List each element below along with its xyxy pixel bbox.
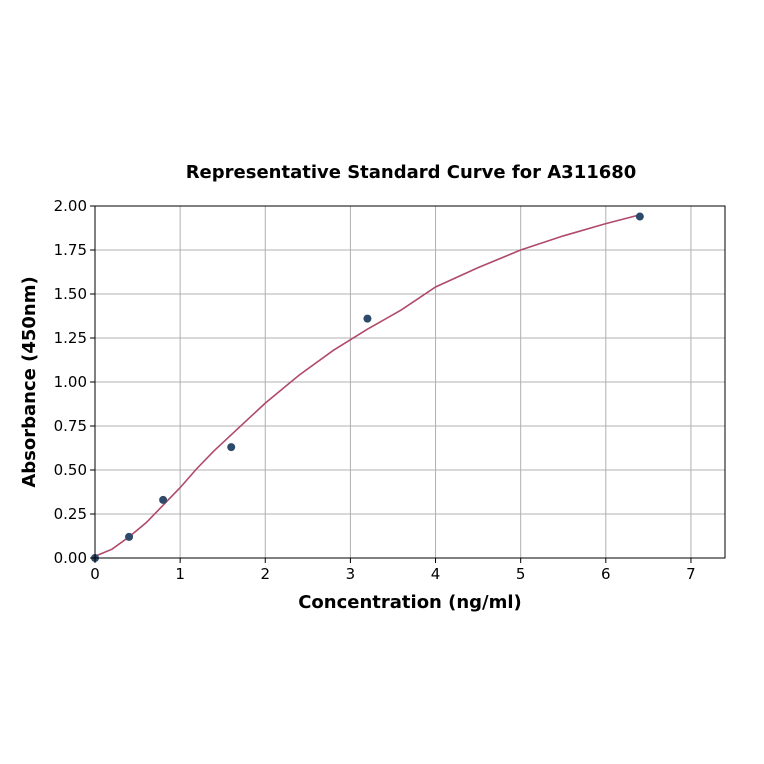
fit-curve xyxy=(94,214,641,557)
data-point xyxy=(125,532,134,541)
x-tick-label: 2 xyxy=(260,565,270,583)
data-point xyxy=(635,212,644,221)
y-tick-label: 0.50 xyxy=(54,461,87,479)
fit-curve-layer xyxy=(94,214,641,557)
y-tick-label: 1.50 xyxy=(54,285,87,303)
x-axis-label: Concentration (ng/ml) xyxy=(298,592,522,613)
x-tick-label: 3 xyxy=(346,565,356,583)
y-tick-label: 0.75 xyxy=(54,417,87,435)
x-axis-ticks: 0 1 2 3 4 5 6 7 xyxy=(90,558,696,583)
data-point xyxy=(159,495,168,504)
y-tick-label: 1.75 xyxy=(54,241,87,259)
x-tick-label: 1 xyxy=(175,565,185,583)
y-tick-label: 2.00 xyxy=(54,197,87,215)
y-axis-label: Absorbance (450nm) xyxy=(19,276,40,487)
x-tick-label: 6 xyxy=(601,565,611,583)
data-point xyxy=(363,314,372,323)
grid-lines xyxy=(94,205,725,559)
y-tick-label: 0.00 xyxy=(54,549,87,567)
data-points xyxy=(91,212,644,562)
x-tick-label: 5 xyxy=(516,565,526,583)
y-axis-ticks: 0.00 0.25 0.50 0.75 1.00 1.25 1.50 1.75 2.00 xyxy=(54,197,95,567)
y-tick-label: 0.25 xyxy=(54,505,87,523)
y-tick-label: 1.00 xyxy=(54,373,87,391)
x-tick-label: 0 xyxy=(90,565,100,583)
x-tick-label: 7 xyxy=(686,565,696,583)
data-point xyxy=(227,443,236,452)
x-tick-label: 4 xyxy=(431,565,441,583)
y-tick-label: 1.25 xyxy=(54,329,87,347)
chart-title: Representative Standard Curve for A31168… xyxy=(186,162,637,183)
